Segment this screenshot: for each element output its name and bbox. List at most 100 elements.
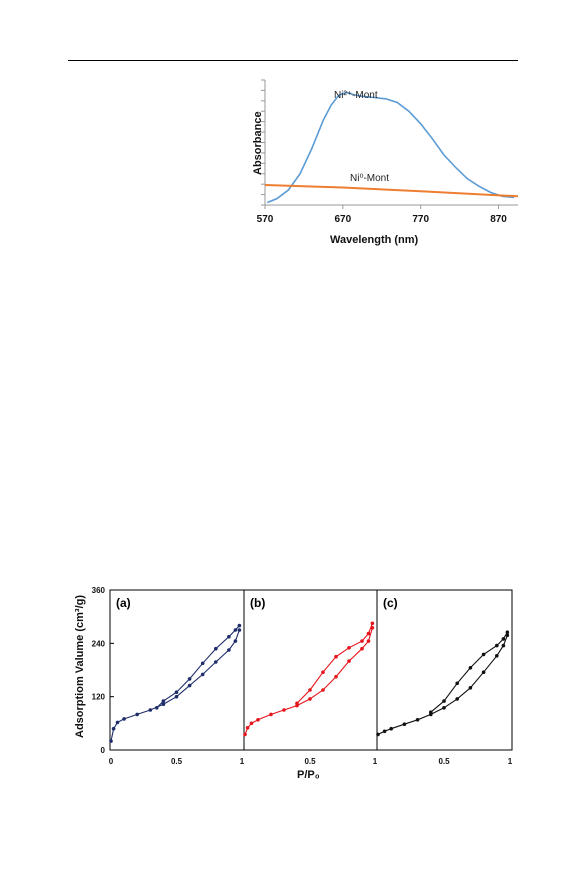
- adsorption-line: [244, 627, 373, 735]
- adsorption-point: [227, 648, 231, 652]
- desorption-point: [227, 634, 231, 639]
- isotherm-frame: [109, 589, 513, 751]
- series-label-ni0-mont: Ni⁰-Mont: [350, 173, 389, 184]
- adsorption-point: [360, 646, 364, 651]
- adsorption-point: [122, 717, 126, 721]
- adsorption-point: [115, 720, 120, 725]
- isotherm-y-tick-label: 240: [92, 639, 106, 648]
- isotherm-x-tick-label: 0: [109, 757, 114, 766]
- desorption-point: [214, 646, 218, 651]
- adsorption-point: [245, 726, 250, 730]
- absorbance-x-tick-label: 570: [257, 214, 274, 225]
- adsorption-point: [382, 729, 387, 734]
- adsorption-point: [376, 732, 380, 737]
- adsorption-point: [161, 702, 166, 706]
- panel-label: (c): [383, 596, 398, 610]
- desorption-point: [295, 701, 299, 706]
- absorbance-y-title: Absorbance: [252, 111, 264, 175]
- adsorption-point: [415, 718, 420, 722]
- isotherm-y-tick-label: 120: [92, 693, 106, 702]
- adsorption-point: [282, 708, 286, 712]
- adsorption-point: [501, 643, 506, 648]
- adsorption-point: [347, 659, 351, 663]
- isotherm-x-tick-label: 1: [240, 757, 245, 766]
- adsorption-point: [243, 732, 247, 737]
- isotherm-panels: (a) 0 0.5 1 (b) 0.5 1 (c) 0.5 1: [109, 596, 513, 766]
- adsorption-point: [481, 670, 486, 674]
- page-header-rule: [68, 60, 518, 61]
- adsorption-point: [200, 672, 205, 677]
- isotherm-y-title: Adsorptiom Valume (cm³/g): [74, 595, 86, 738]
- isotherm-x-tick-label: 0.5: [171, 757, 183, 766]
- adsorption-point: [256, 718, 260, 722]
- adsorption-point: [495, 654, 499, 658]
- desorption-point: [360, 639, 364, 643]
- adsorption-line: [110, 629, 240, 742]
- desorption-point: [481, 652, 486, 657]
- desorption-point: [187, 677, 192, 681]
- desorption-point: [366, 631, 371, 636]
- panel-label: (a): [116, 596, 131, 610]
- adsorption-point: [111, 726, 116, 731]
- adsorption-point: [455, 697, 460, 701]
- isotherm-x-title: P/P₀: [297, 769, 320, 781]
- desorption-point: [237, 623, 242, 628]
- adsorption-point: [269, 712, 273, 717]
- adsorption-point: [214, 660, 218, 664]
- adsorption-point: [334, 674, 338, 679]
- desorption-point: [174, 690, 179, 694]
- desorption-point: [468, 666, 473, 670]
- adsorption-point: [135, 712, 139, 717]
- isotherm-panel-2: (c) 0.5 1: [376, 596, 513, 766]
- adsorption-point: [249, 721, 254, 726]
- isotherm-y-tick-label: 360: [92, 586, 106, 595]
- absorbance-x-tick-labels: 570 670 770 870: [257, 205, 507, 225]
- adsorption-point: [109, 739, 113, 743]
- isotherm-y-tick-label: 0: [101, 746, 106, 755]
- adsorption-point: [308, 697, 312, 701]
- absorbance-chart: 570 670 770 870 Wavelength (nm) Absorbance …: [252, 79, 519, 246]
- isotherm-x-tick-label: 0.5: [304, 757, 316, 766]
- isotherm-panel-0: (a) 0 0.5 1: [109, 596, 245, 766]
- absorbance-x-tick-label: 870: [490, 214, 507, 225]
- panel-label: (b): [250, 596, 265, 610]
- adsorption-point: [233, 639, 238, 643]
- isotherm-x-tick-label: 0.5: [438, 757, 450, 766]
- adsorption-point: [237, 628, 242, 632]
- series-line-ni0-mont: [264, 184, 519, 198]
- adsorption-point: [366, 639, 371, 643]
- desorption-line: [296, 623, 373, 704]
- absorbance-y-ticks: [261, 79, 265, 206]
- adsorption-point: [389, 726, 394, 731]
- desorption-point: [505, 630, 510, 634]
- adsorption-point: [442, 706, 446, 710]
- isotherm-x-tick-label: 1: [508, 757, 513, 766]
- adsorption-point: [148, 708, 153, 712]
- series-line-ni2-mont: [267, 91, 515, 204]
- desorption-line: [156, 625, 240, 709]
- isotherm-x-tick-label: 1: [373, 757, 378, 766]
- isotherm-y-ticks: 0 120 240 360: [92, 586, 114, 755]
- adsorption-point: [321, 688, 325, 692]
- desorption-point: [442, 699, 446, 703]
- adsorption-point: [468, 686, 473, 690]
- desorption-point: [347, 646, 351, 650]
- desorption-point: [233, 628, 238, 632]
- desorption-point: [455, 681, 460, 686]
- desorption-point: [308, 688, 312, 692]
- desorption-point: [334, 654, 338, 659]
- desorption-point: [501, 637, 506, 641]
- series-label-ni2-mont: Ni²⁺-Mont: [334, 90, 378, 101]
- desorption-point: [429, 710, 433, 714]
- isotherm-chart: 0 120 240 360 (a) 0 0.5 1 (b) 0.5 1 (c) 0.5 1 P/P₀ A…: [74, 586, 513, 781]
- isotherm-panel-1: (b) 0.5 1: [243, 596, 378, 766]
- desorption-point: [370, 621, 375, 626]
- adsorption-line: [377, 635, 508, 735]
- desorption-point: [495, 643, 499, 648]
- adsorption-point: [187, 683, 192, 688]
- absorbance-x-tick-label: 770: [412, 214, 429, 225]
- desorption-point: [155, 706, 159, 710]
- adsorption-point: [174, 694, 179, 699]
- absorbance-x-tick-label: 670: [335, 214, 352, 225]
